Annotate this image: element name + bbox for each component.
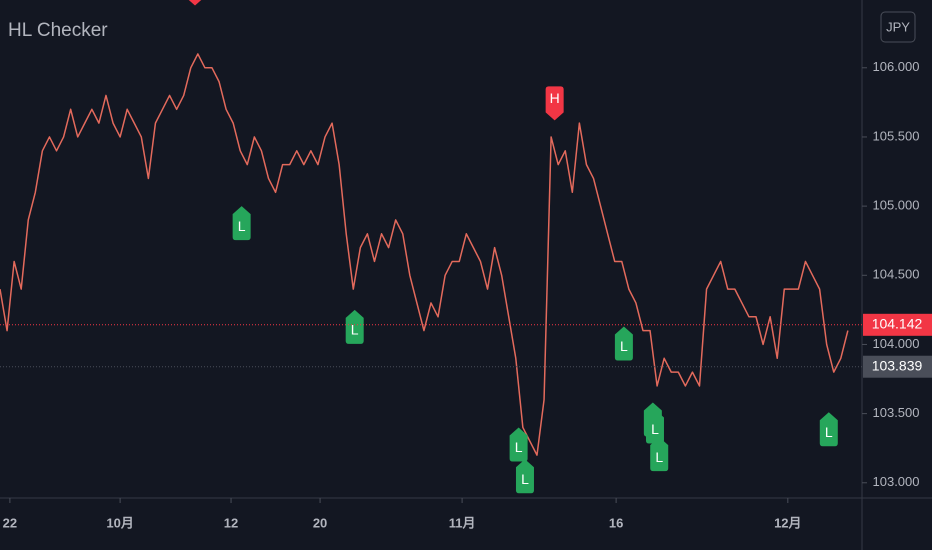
hl-marker: L <box>345 309 364 344</box>
y-tick-label: 105.500 <box>873 128 920 143</box>
marker-shape <box>645 409 664 444</box>
price-label-bg <box>863 355 932 378</box>
currency[interactable]: JPY <box>886 19 910 34</box>
y-tick-label: 106.000 <box>873 59 920 74</box>
x-tick-label: 16 <box>609 515 623 530</box>
marker-shape <box>345 309 364 344</box>
y-tick-label: 103.000 <box>873 474 920 489</box>
marker-label: L <box>238 218 246 234</box>
marker-label: L <box>351 322 359 338</box>
marker-shape <box>515 459 534 494</box>
marker-shape <box>650 437 669 472</box>
hl-marker: H <box>545 86 564 121</box>
marker-shape <box>188 0 202 6</box>
y-tick-label: 104.000 <box>873 336 920 351</box>
y-tick-label: 105.000 <box>873 198 920 213</box>
hl-marker: L <box>515 459 534 494</box>
price-line <box>0 53 849 456</box>
marker-label: L <box>620 338 628 354</box>
hl-marker: L <box>614 326 633 361</box>
hl-marker: H <box>188 0 202 6</box>
marker-label: H <box>550 90 560 106</box>
price-label: 104.142 <box>872 316 923 332</box>
marker-shape <box>232 206 251 241</box>
hl-marker: L <box>819 412 838 447</box>
price-label-bg <box>863 313 932 336</box>
x-tick-label: 12月 <box>774 515 801 530</box>
hl-marker: L <box>509 427 528 462</box>
x-tick-label: 12 <box>224 515 238 530</box>
marker-label: L <box>651 421 659 437</box>
currency-button[interactable] <box>880 11 916 43</box>
hl-marker: L <box>645 409 664 444</box>
plot: HHLLLLLLLLL <box>0 0 849 494</box>
marker-label: L <box>521 471 529 487</box>
x-tick-label: 22 <box>3 515 17 530</box>
marker-label: L <box>515 439 523 455</box>
marker-label: L <box>825 424 833 440</box>
marker-shape <box>614 326 633 361</box>
hl-marker: L <box>650 437 669 472</box>
price-label: 103.839 <box>872 357 923 373</box>
x-tick-label: 11月 <box>449 515 476 530</box>
hl-marker: L <box>232 206 251 241</box>
marker-shape <box>545 86 564 121</box>
x-tick-label: 20 <box>313 515 327 530</box>
chart-title: HL Checker <box>8 20 108 41</box>
x-tick-label: 10月 <box>106 515 133 530</box>
marker-shape <box>819 412 838 447</box>
marker-label: L <box>655 449 663 465</box>
y-tick-label: 103.500 <box>873 405 920 420</box>
marker-shape <box>509 427 528 462</box>
y-tick-label: 104.500 <box>873 267 920 282</box>
